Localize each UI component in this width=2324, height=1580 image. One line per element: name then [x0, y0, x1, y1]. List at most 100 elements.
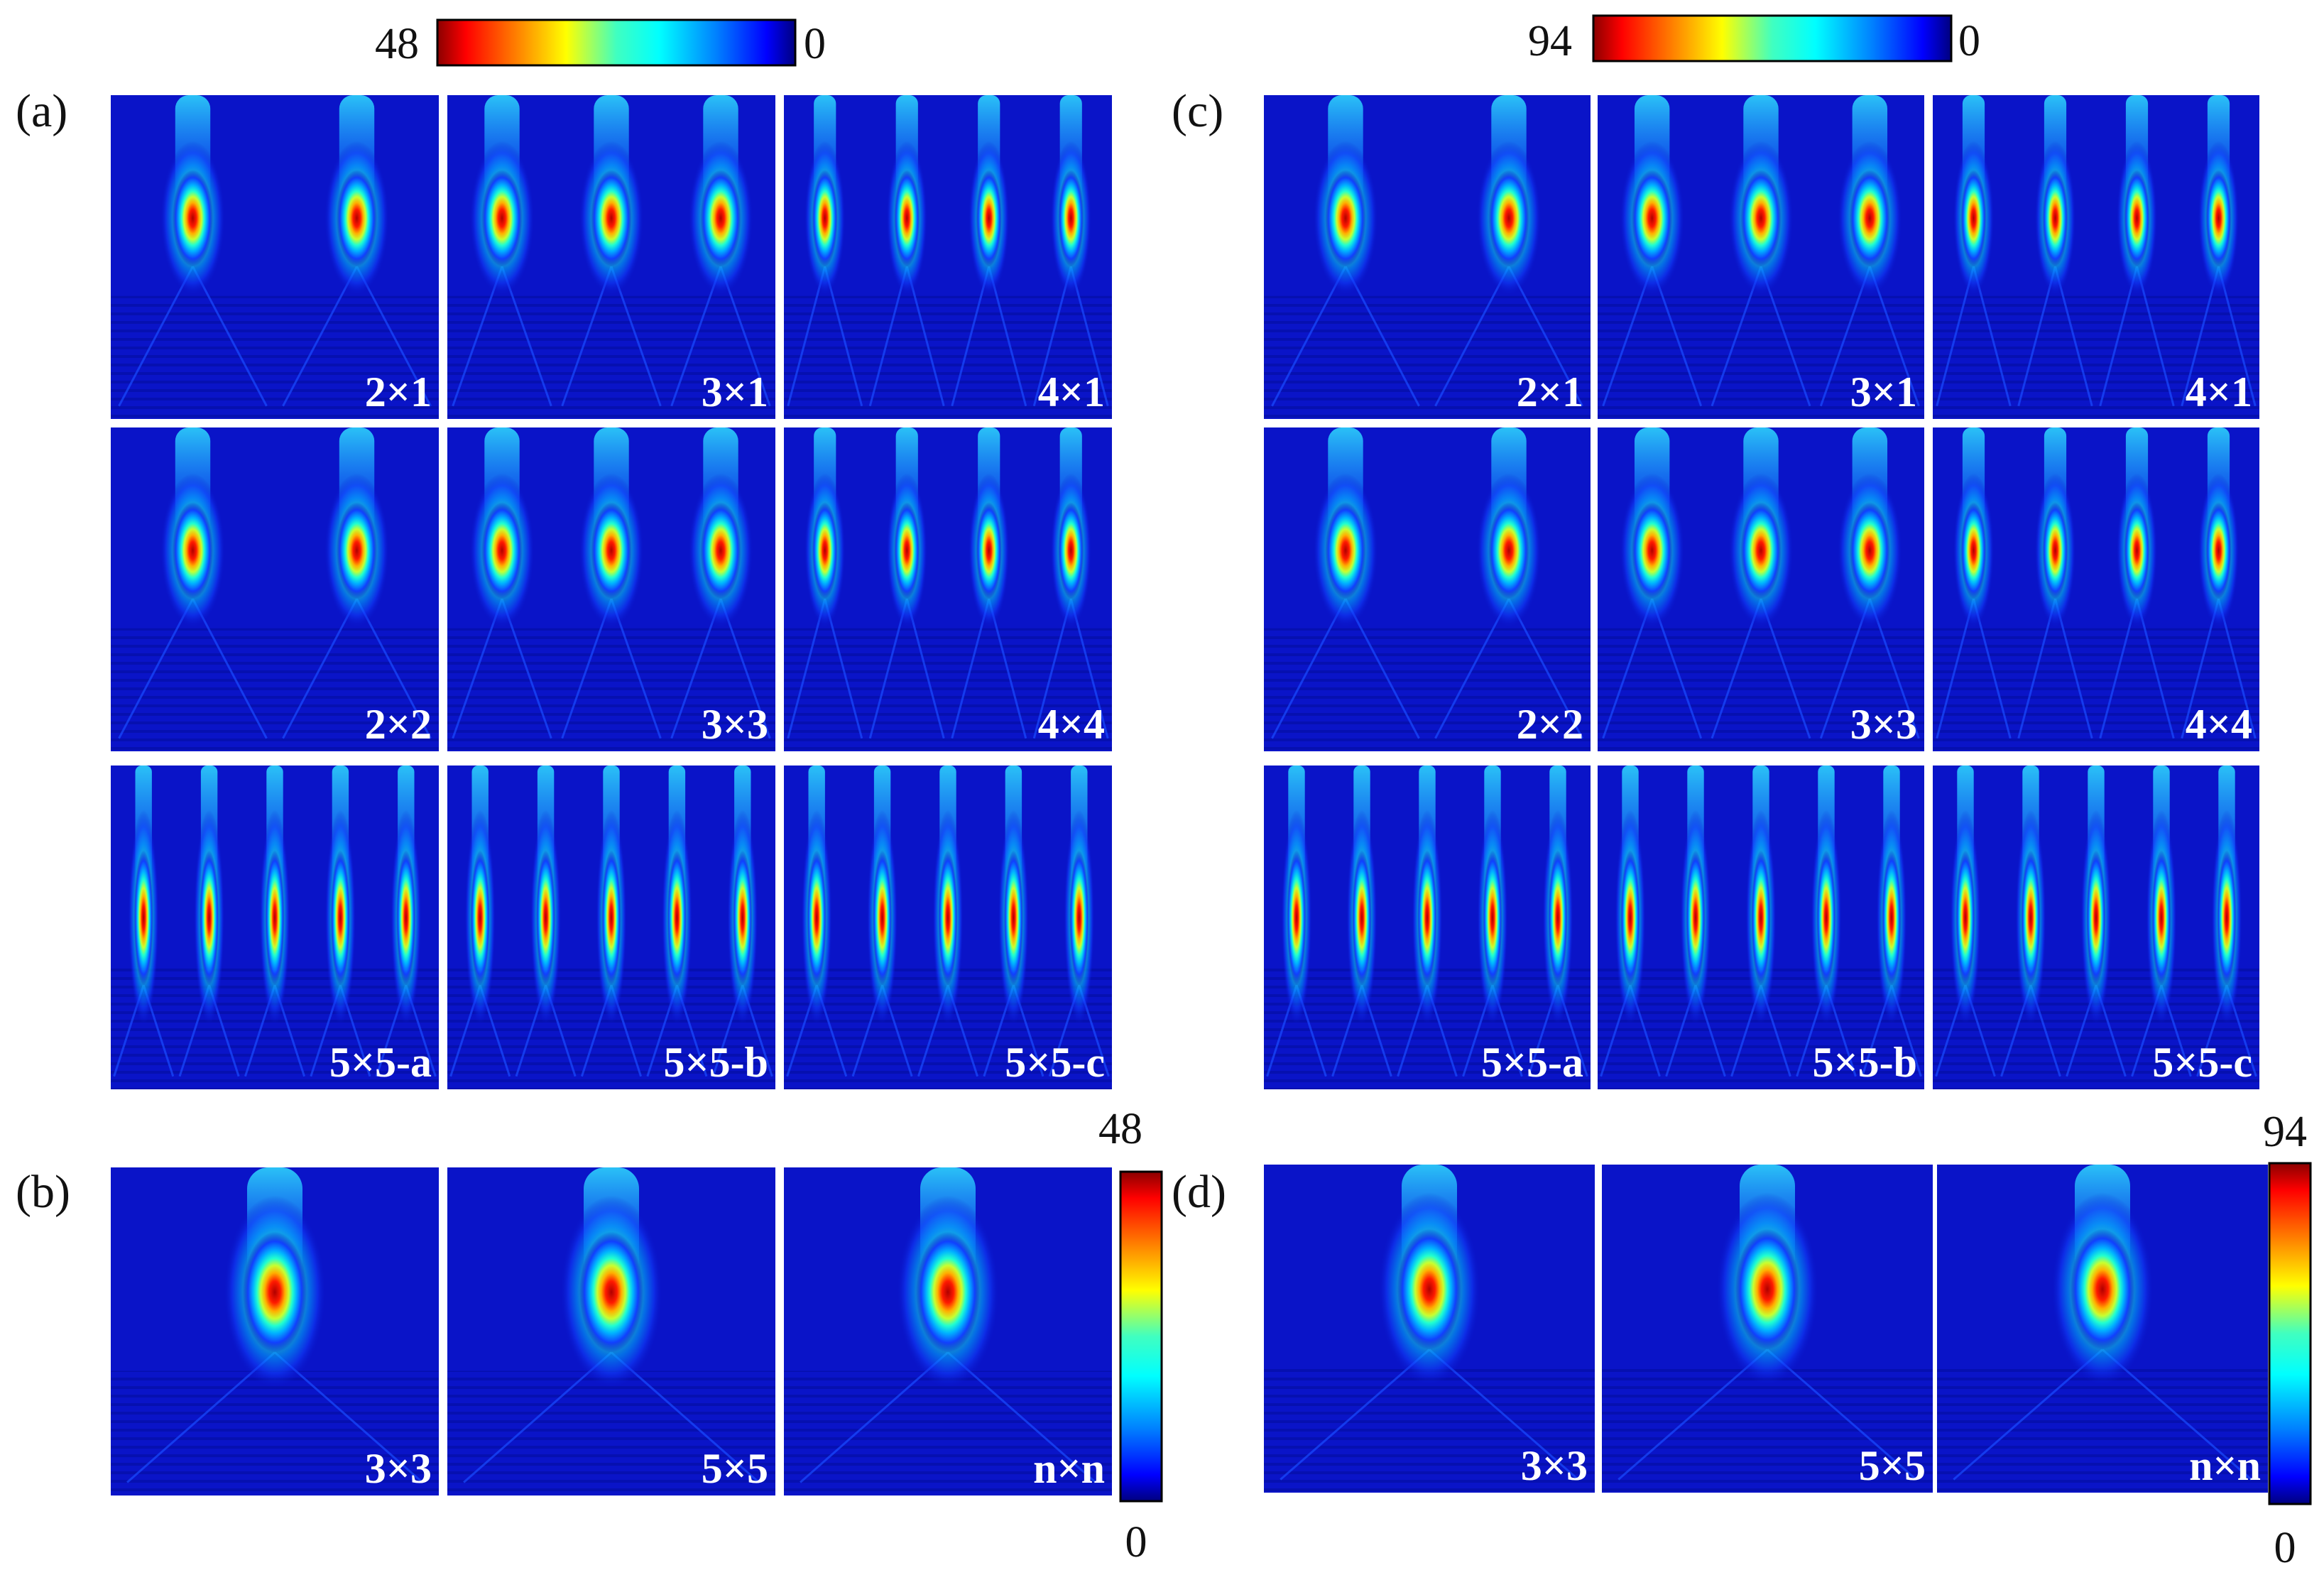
focus-spot	[976, 502, 1002, 599]
focus-spot	[481, 502, 523, 599]
heatmap-panel: 2×2	[111, 427, 439, 751]
focus-spot	[1735, 1228, 1799, 1350]
focus-spot	[1488, 502, 1529, 599]
panel-label: 2×2	[365, 701, 432, 748]
focus-spot	[1483, 850, 1502, 986]
colorbar-c-max-label: 94	[1528, 17, 1572, 65]
panel-label: 2×1	[1517, 369, 1583, 415]
heatmap-panel: n×n	[784, 1167, 1112, 1495]
focus-spot	[1352, 850, 1372, 986]
focus-spot	[2021, 850, 2041, 986]
heatmap-panel: 3×3	[111, 1167, 439, 1495]
focus-spot	[2042, 502, 2068, 599]
focus-spot	[1686, 850, 1706, 986]
colorbar-a-max-label: 48	[375, 20, 419, 68]
focus-spot	[1069, 850, 1089, 986]
diffraction-line	[282, 598, 432, 739]
subfigure-label-a: (a)	[16, 85, 67, 137]
focus-spot	[337, 502, 377, 599]
colorbar-a-min-label: 0	[804, 20, 826, 68]
panel-label: 2×2	[1517, 701, 1583, 748]
focus-spot	[1740, 502, 1782, 599]
focus-spot	[894, 502, 920, 599]
focus-spot	[1632, 170, 1673, 267]
subfigure-label-d: (d)	[1172, 1166, 1226, 1218]
focus-spot	[330, 850, 350, 986]
focus-spot	[1740, 170, 1782, 267]
focus-spot	[1325, 170, 1366, 267]
focus-spot	[1488, 170, 1529, 267]
heatmap-panels: 2×1 3×1 4×1 2×2 3×3 4×4 5×5-a 5×5-b 5×5-c 3×3 5×5 n…	[111, 95, 2268, 1495]
colorbar-c-min-label: 0	[1958, 17, 1980, 65]
heatmap-panel: 3×3	[447, 427, 775, 751]
focus-spot	[2217, 850, 2237, 986]
colorbar-d-max-label: 94	[2263, 1108, 2307, 1156]
heatmap-panel: 2×2	[1264, 427, 1591, 751]
colorbar-b	[1119, 1170, 1163, 1503]
focus-spot	[2124, 502, 2150, 599]
focus-spot	[1620, 850, 1640, 986]
focus-spot	[173, 502, 213, 599]
panel-label: 5×5-b	[663, 1039, 768, 1086]
panel-background-upper	[1264, 95, 1591, 296]
focus-spot	[1960, 502, 1987, 599]
heatmap-panel: n×n	[1937, 1165, 2268, 1493]
focus-spot	[1849, 170, 1890, 267]
colorbar-a	[436, 18, 797, 67]
heatmap-panel: 3×1	[1598, 95, 1924, 419]
heatmap-panel: 5×5-b	[1598, 766, 1924, 1089]
heatmap-panel: 5×5	[1602, 1165, 1933, 1493]
focus-spot	[2151, 850, 2171, 986]
focus-spot	[1058, 502, 1084, 599]
panel-label: 5×5	[1859, 1442, 1926, 1489]
focus-spot	[1417, 850, 1437, 986]
focus-spot	[200, 850, 219, 986]
heatmap-panel: 4×4	[1933, 427, 2259, 751]
focus-spot	[1548, 850, 1568, 986]
focus-spot	[873, 850, 893, 986]
focus-spot	[938, 850, 958, 986]
diffraction-line	[1271, 598, 1420, 739]
colorbar-d-min-label: 0	[2274, 1524, 2296, 1572]
panel-label: 5×5-a	[1481, 1039, 1583, 1086]
panel-label: 5×5-b	[1812, 1039, 1917, 1086]
focus-spot	[2205, 170, 2232, 267]
colorbar-b-max-label: 48	[1098, 1105, 1142, 1153]
panel-label: 2×1	[365, 369, 432, 415]
focus-spot	[1751, 850, 1771, 986]
focus-spot	[591, 170, 632, 267]
focus-spot	[1632, 502, 1673, 599]
panel-label: 3×3	[365, 1445, 432, 1492]
focus-spot	[733, 850, 753, 986]
focus-spot	[812, 170, 838, 267]
focus-spot	[1955, 850, 1975, 986]
heatmap-panel: 2×1	[111, 95, 439, 419]
focus-spot	[1003, 850, 1023, 986]
panel-label: 3×1	[1850, 369, 1917, 415]
heatmap-panel: 5×5	[447, 1167, 775, 1495]
focus-spot	[2042, 170, 2068, 267]
focus-spot	[894, 170, 920, 267]
panel-label: 4×1	[1038, 369, 1105, 415]
heatmap-panel: 5×5-b	[447, 766, 775, 1089]
focus-spot	[601, 850, 621, 986]
panel-label: 4×4	[1038, 701, 1105, 748]
focus-spot	[700, 170, 741, 267]
panel-label: 5×5-c	[1005, 1039, 1105, 1086]
diffraction-line	[1434, 266, 1583, 407]
focus-spot	[1397, 1228, 1461, 1350]
focus-spot	[243, 1231, 307, 1353]
focus-spot	[1960, 170, 1987, 267]
subfigure-label-b: (b)	[16, 1166, 70, 1218]
heatmap-panel: 5×5-a	[1264, 766, 1591, 1089]
focus-spot	[2205, 502, 2232, 599]
focus-spot	[2071, 1228, 2134, 1350]
focus-spot	[807, 850, 827, 986]
focus-spot	[579, 1231, 643, 1353]
colorbar-d	[2268, 1162, 2312, 1505]
diffraction-line	[282, 266, 432, 407]
focus-spot	[173, 170, 213, 267]
focus-spot	[481, 170, 523, 267]
diffraction-line	[118, 266, 268, 407]
colorbar-b-min-label: 0	[1125, 1518, 1147, 1567]
